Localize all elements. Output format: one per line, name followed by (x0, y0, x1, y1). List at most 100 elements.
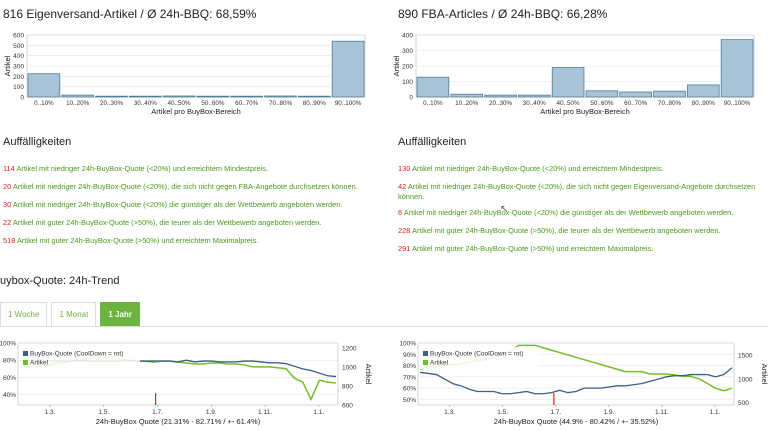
note-text: Artikel mit niedriger 24h-BuyBox-Quote (… (11, 182, 358, 191)
note-count[interactable]: 42 (398, 182, 407, 191)
y-right-tick-label: 500 (738, 400, 749, 407)
y-tick-label: 400 (13, 53, 24, 60)
histogram-bar[interactable] (585, 90, 619, 98)
y-axis-label: Artikel (3, 55, 12, 76)
y-left-tick-label: 60% (403, 386, 416, 393)
legend-label-buybox: BuyBox-Quote (CoolDown = rot) (430, 351, 523, 358)
tab-1-jahr[interactable]: 1 Jahr (100, 302, 140, 327)
x-tick-label: 90..100% (724, 100, 751, 107)
note-count[interactable]: 130 (398, 164, 411, 173)
note-text: Artikel mit niedriger 24h-BuyBox-Quote (… (11, 200, 343, 209)
left-panel-title: 816 Eigenversand-Artikel / Ø 24h-BBQ: 68… (3, 7, 257, 21)
tabs-divider (0, 326, 768, 327)
histogram-bar[interactable] (264, 95, 297, 98)
histogram-bar[interactable] (95, 95, 128, 98)
histogram-bar[interactable] (331, 40, 365, 98)
left-trend-chart: 40% 60% 80% 100% 600 800 1000 1200 1.3. 1.5. 1.7. 1… (0, 341, 373, 427)
y-left-tick-label: 70% (403, 374, 416, 381)
y-right-axis-label: Artikel (760, 364, 768, 385)
note-count[interactable]: 228 (398, 226, 411, 235)
y-axis-label: Artikel (392, 55, 401, 76)
right-note-item: 6 Artikel mit niedriger 24h-BuyBox-Quote… (398, 208, 763, 218)
x-tick-label: 1.11. (655, 409, 669, 416)
note-text: Artikel mit guter 24h-BuyBox-Quote (>50%… (410, 244, 654, 253)
x-tick-label: 90..100% (335, 100, 362, 107)
histogram-bar[interactable] (27, 73, 61, 98)
note-count[interactable]: 30 (3, 200, 12, 209)
chart-legend: BuyBox-Quote (CoolDown = rot) Artikel (420, 347, 540, 369)
histogram-bar[interactable] (653, 90, 686, 98)
note-text: Artikel mit niedriger 24h-BuyBox-Quote (… (14, 164, 269, 173)
y-left-tick-label: 40% (3, 392, 16, 399)
x-axis-label: Artikel pro BuyBox-Bereich (540, 107, 630, 116)
y-right-tick-label: 600 (342, 403, 353, 410)
x-tick-label: 40..50% (168, 100, 192, 107)
x-tick-label: 50..60% (590, 100, 614, 107)
x-tick-label: 60..70% (235, 100, 259, 107)
left-note-item: 22 Artikel mit guter 24h-BuyBox-Quote (>… (3, 218, 383, 228)
note-count[interactable]: 114 (3, 164, 15, 173)
histogram-bar[interactable] (518, 94, 551, 98)
note-text: Artikel mit niedriger 24h-BuyBox-Quote (… (402, 208, 734, 217)
x-tick-label: 0..10% (423, 100, 443, 107)
x-tick-label: 80..90% (692, 100, 716, 107)
histogram-bar[interactable] (162, 95, 196, 98)
left-note-item: 20 Artikel mit niedriger 24h-BuyBox-Quot… (3, 182, 383, 192)
x-tick-label: 30..40% (134, 100, 158, 107)
histogram-bar[interactable] (686, 84, 720, 98)
histogram-bar[interactable] (720, 39, 754, 98)
note-count[interactable]: 6 (398, 208, 403, 217)
x-tick-label: 1.5. (497, 409, 508, 416)
y-right-tick-label: 1500 (738, 352, 753, 359)
tab-1-woche[interactable]: 1 Woche (0, 302, 48, 327)
histogram-bar[interactable] (129, 95, 162, 98)
y-tick-label: 600 (13, 33, 24, 40)
mouse-cursor-icon: ↖ (500, 204, 509, 215)
y-tick-label: 300 (13, 64, 24, 71)
histogram-bar[interactable] (61, 94, 94, 98)
y-left-tick-label: 100% (399, 341, 416, 348)
note-count[interactable]: 22 (3, 218, 12, 227)
x-tick-label: 40..50% (557, 100, 581, 107)
histogram-bar[interactable] (416, 76, 450, 98)
buybox-series-line[interactable] (419, 367, 733, 395)
y-left-tick-label: 100% (0, 341, 16, 348)
histogram-bar[interactable] (551, 67, 585, 98)
note-count[interactable]: 518 (3, 236, 16, 245)
note-count[interactable]: 291 (398, 244, 411, 253)
histogram-bar[interactable] (619, 91, 653, 98)
right-note-item: 228 Artikel mit guter 24h-BuyBox-Quote (… (398, 226, 763, 236)
histogram-bar[interactable] (196, 95, 230, 98)
y-tick-label: 0 (409, 95, 413, 102)
y-right-tick-label: 1000 (738, 376, 753, 383)
x-tick-label: 10..20% (455, 100, 479, 107)
x-tick-label: 20..30% (489, 100, 513, 107)
legend-label-buybox: BuyBox-Quote (CoolDown = rot) (30, 351, 123, 358)
x-axis-label: Artikel pro BuyBox-Bereich (151, 107, 241, 116)
x-tick-label: 1.9. (206, 409, 217, 416)
y-tick-label: 0 (20, 95, 24, 102)
y-tick-label: 400 (402, 33, 413, 40)
y-right-tick-label: 1000 (342, 364, 357, 371)
histogram-bar[interactable] (450, 93, 483, 98)
histogram-bar[interactable] (484, 94, 517, 98)
y-right-axis-label: Artikel (364, 364, 373, 385)
histogram-bar[interactable] (297, 95, 331, 98)
y-right-tick-label: 800 (342, 383, 353, 390)
x-axis-label: 24h-BuyBox Quote (44.9% - 80.42% / +- 35… (494, 417, 659, 426)
tab-1-monat[interactable]: 1 Monat (51, 302, 97, 327)
note-count[interactable]: 20 (3, 182, 12, 191)
x-tick-label: 1.11. (258, 409, 272, 416)
x-tick-label: 0..10% (34, 100, 54, 107)
x-tick-label: 1.9. (603, 409, 614, 416)
x-tick-label: 1.7. (152, 409, 163, 416)
right-panel-title: 890 FBA-Articles / Ø 24h-BBQ: 66,28% (398, 7, 608, 21)
x-tick-label: 1.3. (444, 409, 455, 416)
x-tick-label: 1.7. (550, 409, 561, 416)
x-tick-label: 10..20% (66, 100, 90, 107)
histogram-bar[interactable] (230, 95, 264, 98)
trend-title: uybox-Quote: 24h-Trend (0, 275, 120, 287)
right-note-item: 291 Artikel mit guter 24h-BuyBox-Quote (… (398, 244, 763, 254)
y-tick-label: 100 (402, 79, 413, 86)
left-buybox-histogram: 0 100 200 300 400 500 600 0..10% 10..20% 20..30% 3… (3, 33, 366, 116)
